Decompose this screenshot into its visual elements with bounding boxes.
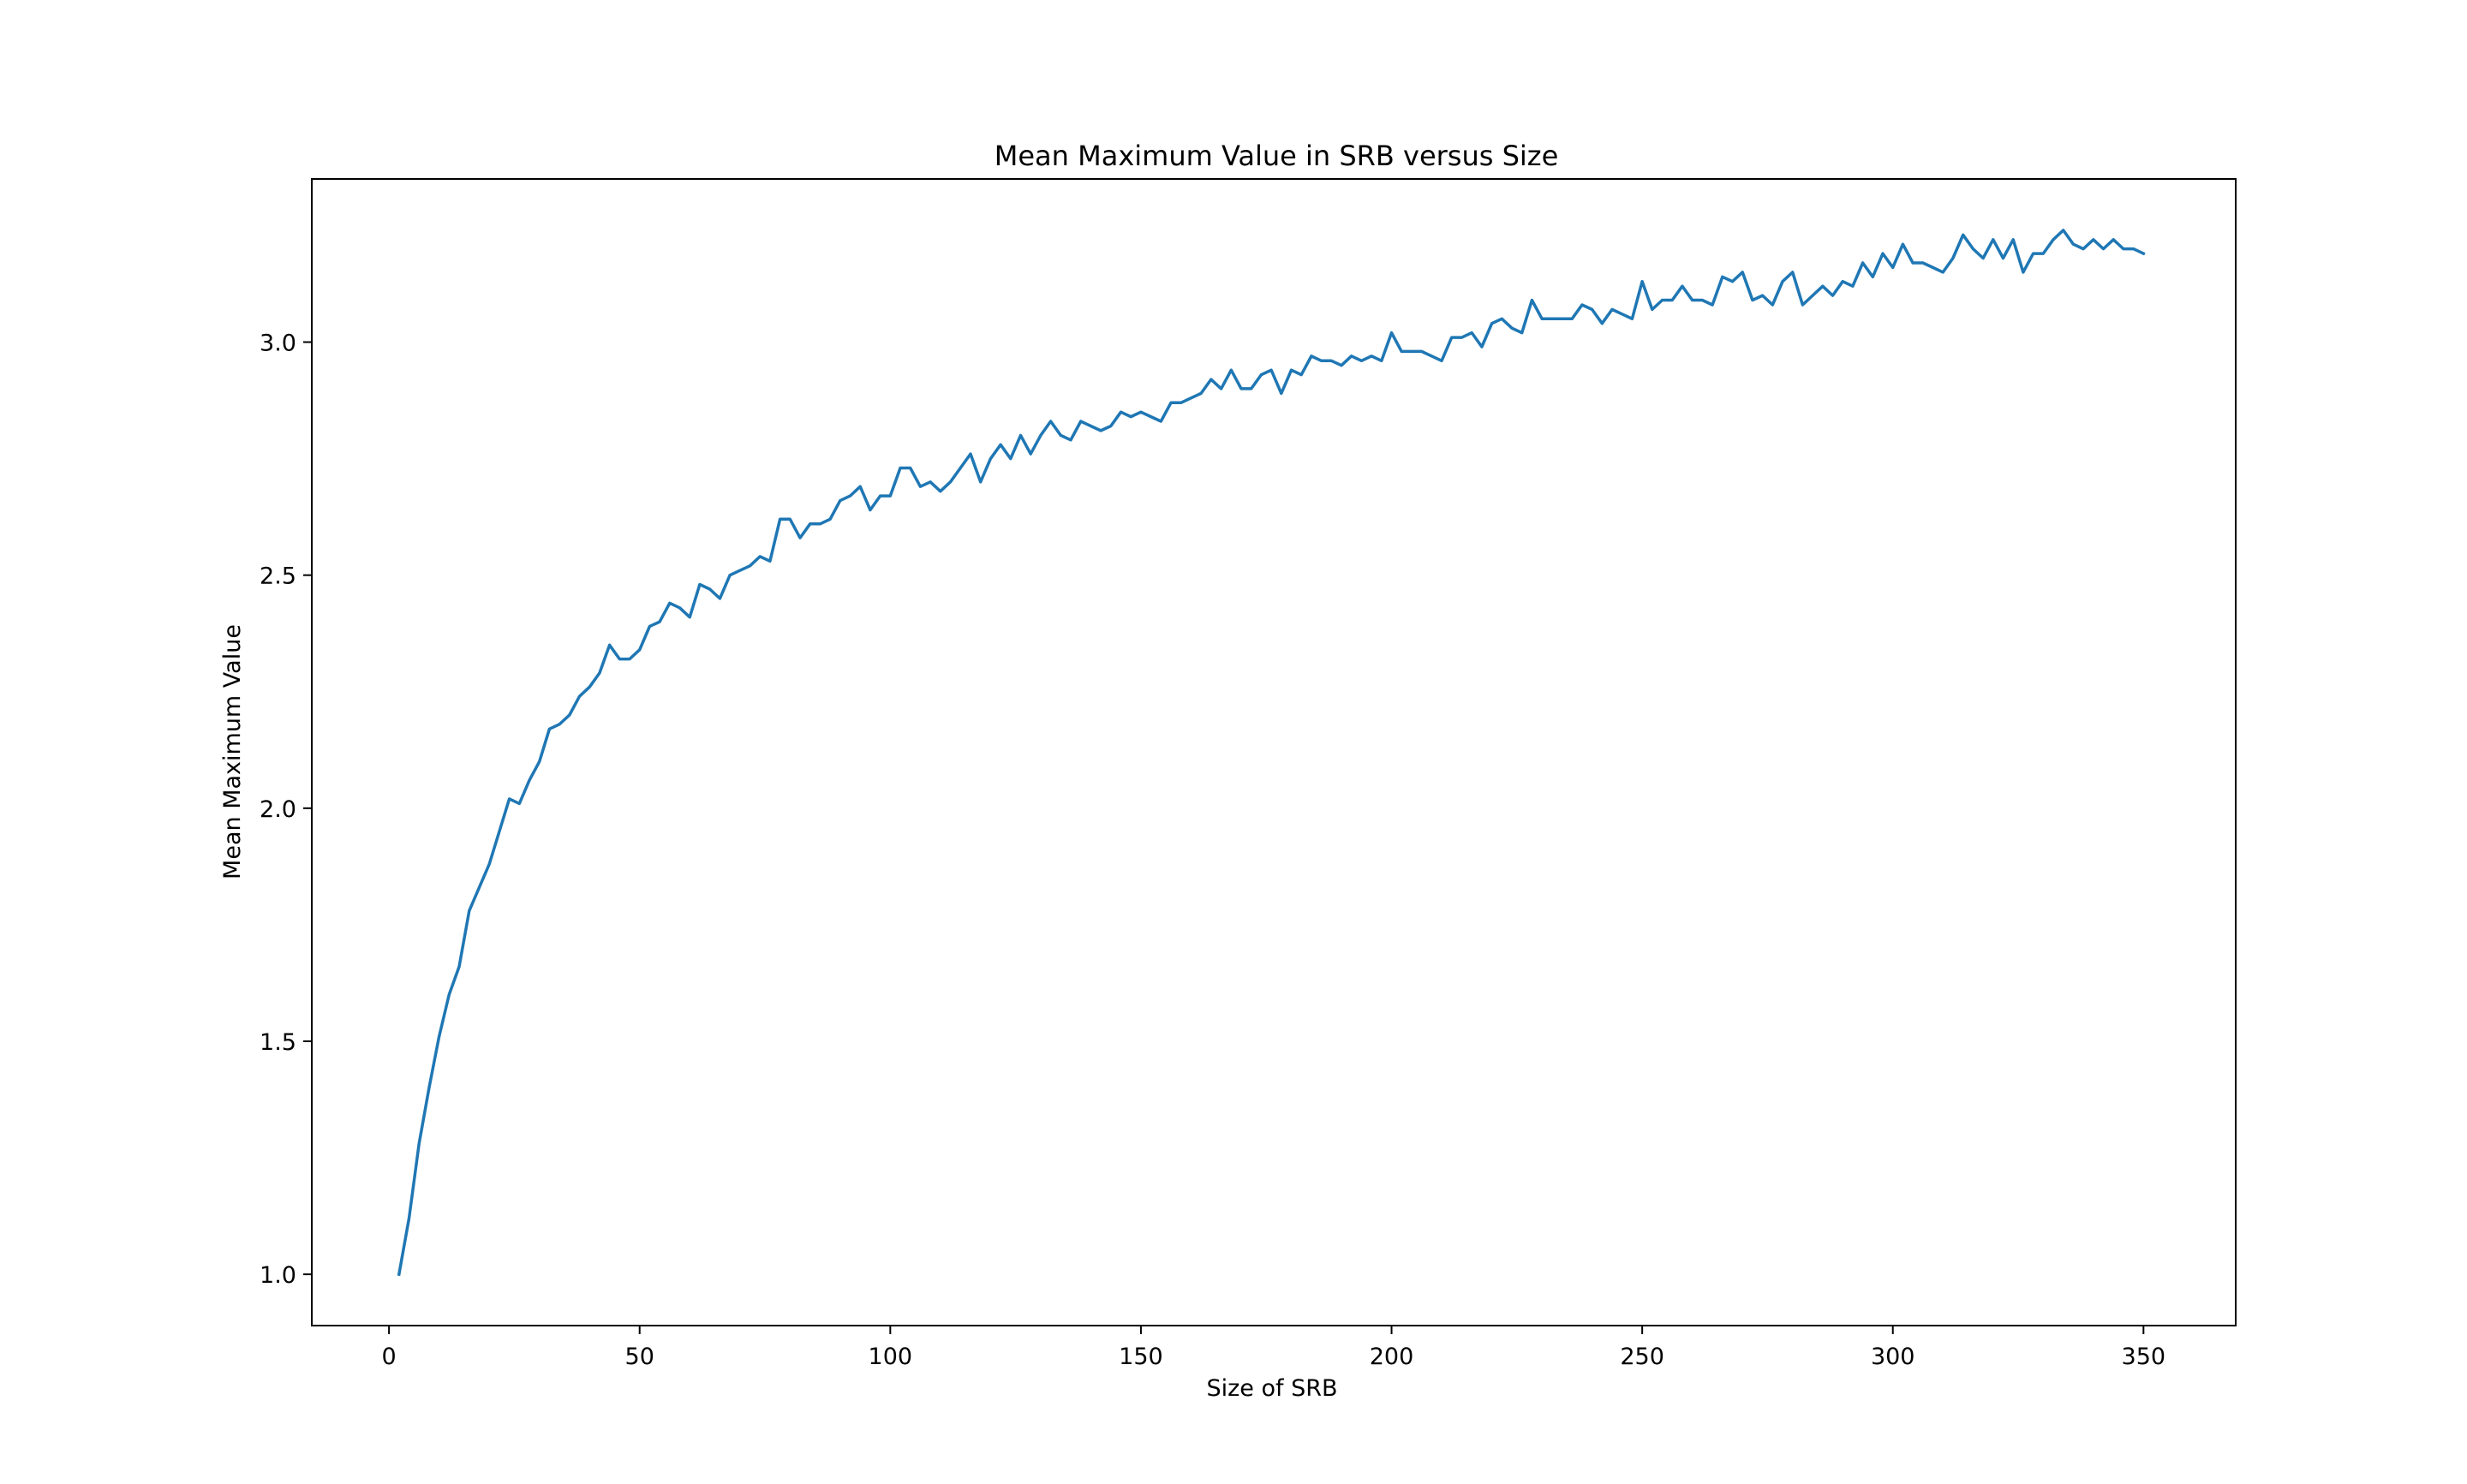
plot-area bbox=[399, 230, 2144, 1274]
x-tick-label: 350 bbox=[2122, 1344, 2166, 1370]
chart-title: Mean Maximum Value in SRB versus Size bbox=[995, 140, 1559, 172]
x-axis-label: Size of SRB bbox=[1206, 1375, 1337, 1402]
y-tick-label: 2.5 bbox=[260, 563, 296, 590]
axes-frame bbox=[312, 179, 2236, 1326]
y-tick-label: 3.0 bbox=[260, 331, 296, 357]
y-tick-label: 2.0 bbox=[260, 796, 296, 823]
x-tick-label: 0 bbox=[382, 1344, 397, 1370]
x-tick-label: 200 bbox=[1370, 1344, 1414, 1370]
x-tick-label: 250 bbox=[1620, 1344, 1664, 1370]
x-tick-label: 150 bbox=[1119, 1344, 1163, 1370]
y-axis: 1.0 1.5 2.0 2.5 3.0 bbox=[260, 331, 312, 1290]
x-tick-label: 100 bbox=[869, 1344, 913, 1370]
y-axis-label: Mean Maximum Value bbox=[219, 624, 246, 879]
series-line-0 bbox=[399, 230, 2144, 1274]
y-tick-label: 1.0 bbox=[260, 1262, 296, 1289]
y-tick-label: 1.5 bbox=[260, 1029, 296, 1056]
x-tick-label: 300 bbox=[1871, 1344, 1915, 1370]
x-axis: 0 50 100 150 200 250 300 350 bbox=[382, 1326, 2166, 1370]
x-tick-label: 50 bbox=[625, 1344, 654, 1370]
